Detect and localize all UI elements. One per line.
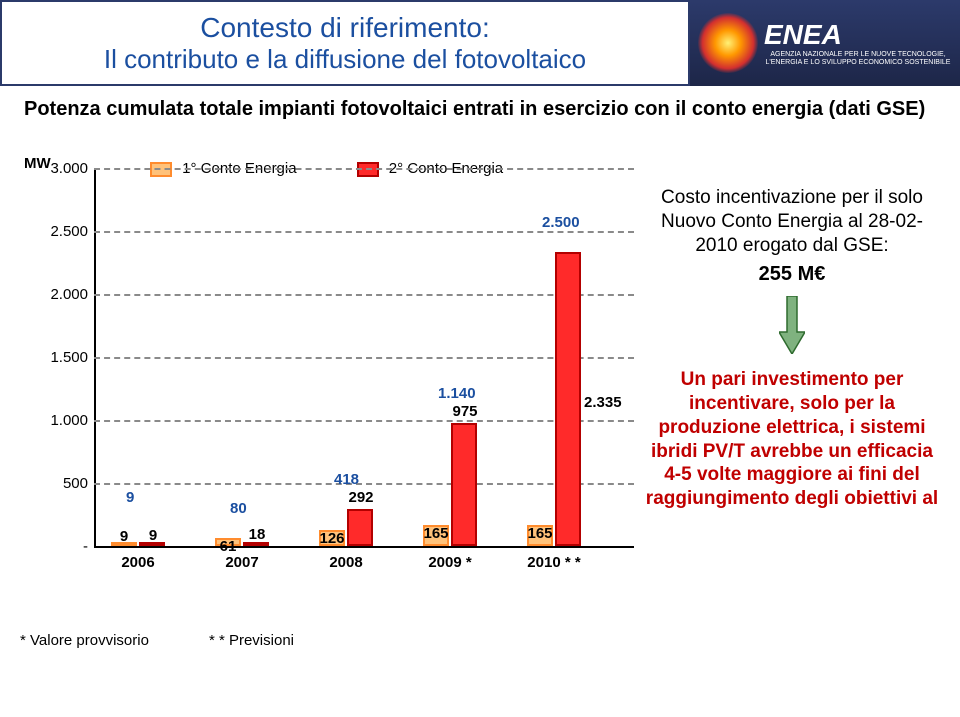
bar-value-series1: 165 — [417, 525, 455, 542]
chart-plot: -5001.0001.5002.0002.5003.00099920066118… — [18, 168, 638, 678]
bar-sum-label: 418 — [334, 471, 359, 488]
grid-line — [94, 168, 634, 170]
bar-series2 — [555, 252, 581, 546]
side-value: 255 M€ — [642, 263, 942, 286]
y-tick-label: 1.500 — [36, 349, 88, 366]
x-tick-label: 2008 — [306, 554, 386, 571]
grid-line — [94, 420, 634, 422]
y-tick-label: 500 — [36, 475, 88, 492]
title-block: Contesto di riferimento: Il contributo e… — [0, 0, 690, 86]
bar-value-series2: 292 — [339, 489, 383, 506]
bar-sum-label: 2.500 — [542, 214, 580, 231]
side-text-2: Un pari investimento per incentivare, so… — [642, 368, 942, 511]
x-tick-label: 2009 * — [410, 554, 490, 571]
y-tick-label: 2.500 — [36, 223, 88, 240]
title-line-1: Contesto di riferimento: — [30, 12, 660, 44]
header-bar: Contesto di riferimento: Il contributo e… — [0, 0, 960, 86]
grid-line — [94, 483, 634, 485]
side-text-1: Costo incentivazione per il solo Nuovo C… — [642, 186, 942, 257]
y-tick-label: 3.000 — [36, 160, 88, 177]
logo-block: ENEA AGENZIA NAZIONALE PER LE NUOVE TECN… — [690, 0, 960, 86]
logo-text: ENEA — [764, 19, 952, 51]
chart-subtitle: Potenza cumulata totale impianti fotovol… — [24, 98, 960, 121]
bar-value-series1: 126 — [313, 530, 351, 547]
arrow-down-icon — [779, 296, 805, 354]
bar-value-series2-extra: 2.335 — [584, 394, 644, 411]
y-tick-label: 2.000 — [36, 286, 88, 303]
x-tick-label: 2010 * * — [514, 554, 594, 571]
bar-sum-label: 9 — [126, 489, 134, 506]
side-panel: Costo incentivazione per il solo Nuovo C… — [642, 186, 942, 511]
title-line-2: Il contributo e la diffusione del fotovo… — [30, 44, 660, 75]
logo-subtext: AGENZIA NAZIONALE PER LE NUOVE TECNOLOGI… — [764, 51, 952, 66]
grid-line — [94, 231, 634, 233]
x-axis-line — [94, 546, 634, 548]
footnote-2: * * Previsioni — [209, 632, 294, 649]
chart-footnotes: * Valore provvisorio * * Previsioni — [20, 632, 294, 649]
bar-value-series2: 18 — [235, 526, 279, 543]
bar-sum-label: 80 — [230, 500, 247, 517]
logo-burst-icon — [698, 13, 758, 73]
footnote-1: * Valore provvisorio — [20, 632, 149, 649]
grid-line — [94, 357, 634, 359]
y-tick-label: - — [36, 538, 88, 555]
x-tick-label: 2006 — [98, 554, 178, 571]
bar-value-series2: 9 — [131, 527, 175, 544]
logo-text-wrap: ENEA AGENZIA NAZIONALE PER LE NUOVE TECN… — [764, 19, 952, 66]
bar-sum-label: 1.140 — [438, 385, 476, 402]
bar-value-series1: 165 — [521, 525, 559, 542]
bar-value-series2: 975 — [443, 403, 487, 420]
y-tick-label: 1.000 — [36, 412, 88, 429]
x-tick-label: 2007 — [202, 554, 282, 571]
grid-line — [94, 294, 634, 296]
